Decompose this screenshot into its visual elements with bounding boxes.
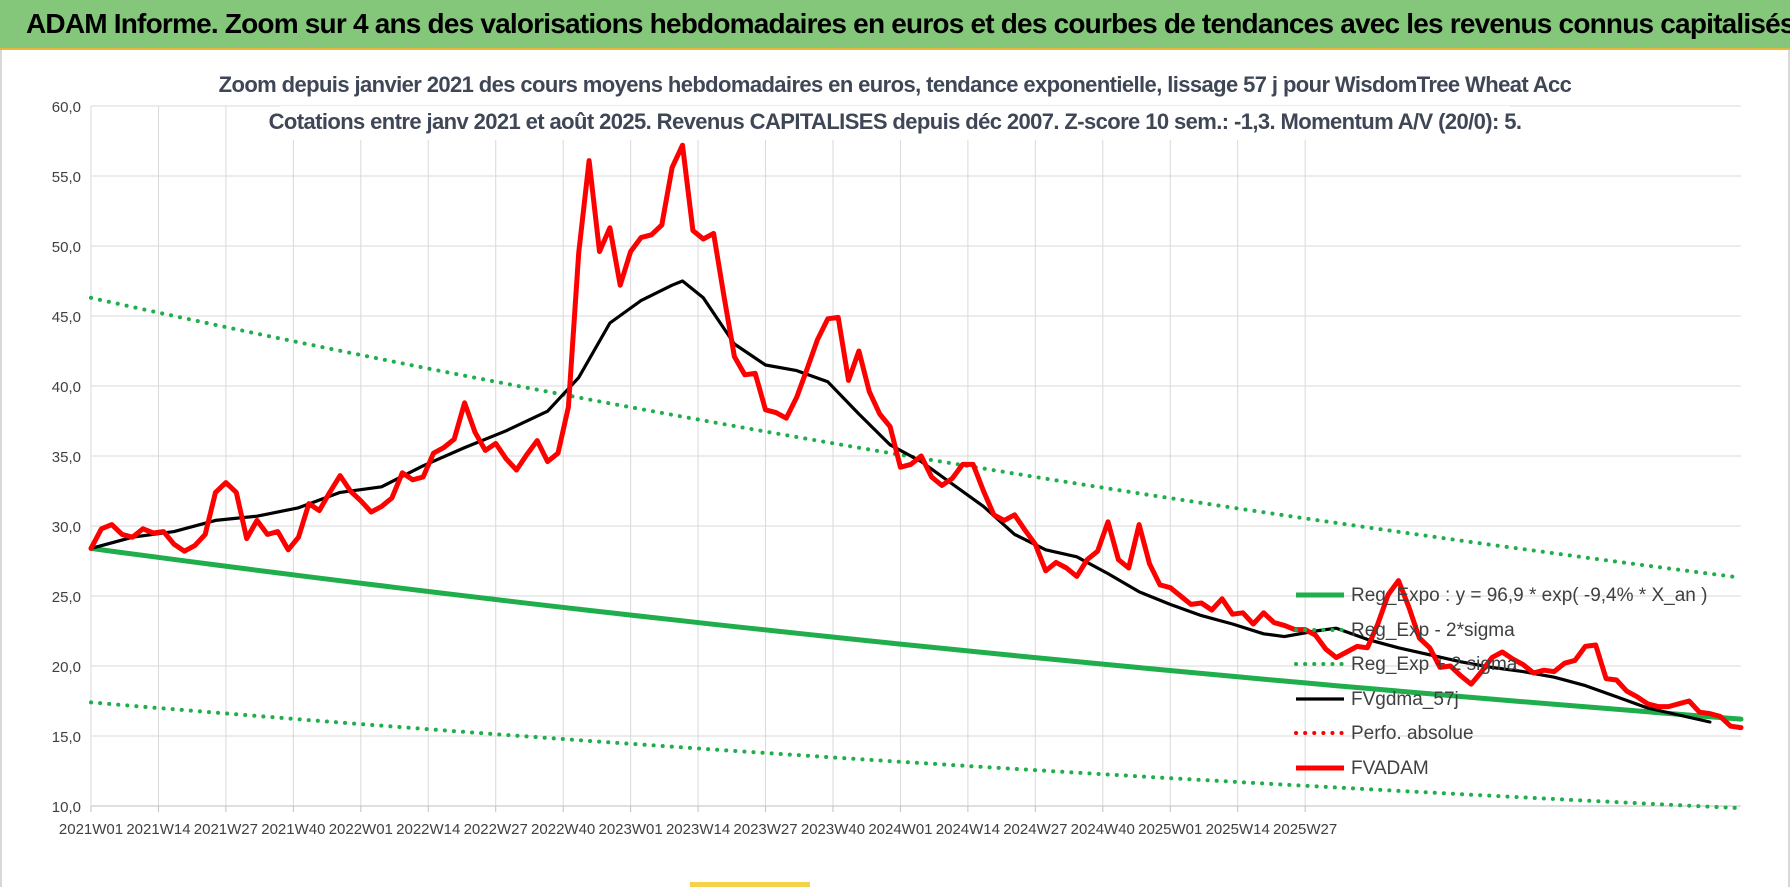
x-tick-label: 2022W01 (329, 821, 393, 838)
y-tick-label: 55,0 (52, 169, 81, 186)
x-tick-label: 2022W27 (464, 821, 528, 838)
legend-label: Reg_Exp - 2*sigma (1351, 620, 1515, 641)
legend-label: Reg_Exp + 2 sigma (1351, 654, 1518, 675)
legend: Reg_Expo : y = 96,9 * exp( -9,4% * X_an … (1294, 585, 1707, 779)
series-lines (88, 142, 1744, 811)
x-tick-label: 2021W14 (126, 821, 190, 838)
x-tick-label: 2024W14 (936, 821, 1000, 838)
series-line-2 (89, 295, 1743, 580)
x-tick-label: 2025W14 (1206, 821, 1270, 838)
legend-label: Perfo. absolue (1351, 723, 1474, 744)
series-line-0 (88, 545, 1744, 722)
legend-label: FVADAM (1351, 758, 1429, 779)
x-tick-label: 2025W27 (1273, 821, 1337, 838)
x-axis: 2021W01 2021W14 2021W27 2021W40 2022W01 2022W… (59, 805, 1741, 838)
y-tick-label: 25,0 (52, 589, 81, 606)
x-tick-label: 2024W01 (868, 821, 932, 838)
chart-subtitle: Cotations entre janv 2021 et août 2025. … (268, 109, 1522, 134)
subtitle-background (280, 106, 1510, 140)
y-tick-label: 30,0 (52, 519, 81, 536)
x-tick-label: 2022W40 (531, 821, 595, 838)
legend-label: Reg_Expo : y = 96,9 * exp( -9,4% * X_an … (1351, 585, 1707, 606)
chart-frame (0, 50, 1790, 887)
bottom-accent (690, 882, 810, 887)
y-tick-label: 20,0 (52, 659, 81, 676)
x-tick-label: 2021W40 (261, 821, 325, 838)
x-tick-label: 2023W14 (666, 821, 730, 838)
series-line-5 (88, 142, 1744, 731)
x-tick-label: 2021W27 (194, 821, 258, 838)
x-tick-label: 2023W27 (733, 821, 797, 838)
x-tick-label: 2024W27 (1003, 821, 1067, 838)
y-axis: 10,0 15,0 20,0 25,0 30,0 35,0 40,0 45,0 50,0 55,0… (52, 99, 81, 816)
y-tick-label: 40,0 (52, 379, 81, 396)
y-tick-label: 50,0 (52, 239, 81, 256)
x-tick-label: 2023W01 (599, 821, 663, 838)
x-tick-label: 2021W01 (59, 821, 123, 838)
y-tick-label: 15,0 (52, 729, 81, 746)
y-tick-label: 35,0 (52, 449, 81, 466)
x-tick-label: 2025W01 (1138, 821, 1202, 838)
chart-title: Zoom depuis janvier 2021 des cours moyen… (218, 72, 1572, 97)
x-tick-label: 2023W40 (801, 821, 865, 838)
series-line-1 (89, 700, 1743, 811)
x-tick-label: 2022W14 (396, 821, 460, 838)
title-background (238, 69, 1552, 103)
report-title: ADAM Informe. Zoom sur 4 ans des valoris… (26, 8, 1790, 39)
series-line-3 (89, 279, 1712, 724)
report-header: ADAM Informe. Zoom sur 4 ans des valoris… (0, 0, 1790, 50)
y-tick-label: 45,0 (52, 309, 81, 326)
legend-label: FVgdma_57j (1351, 689, 1459, 710)
y-tick-label: 60,0 (52, 99, 81, 116)
x-tick-label: 2024W40 (1071, 821, 1135, 838)
y-tick-label: 10,0 (52, 799, 81, 816)
